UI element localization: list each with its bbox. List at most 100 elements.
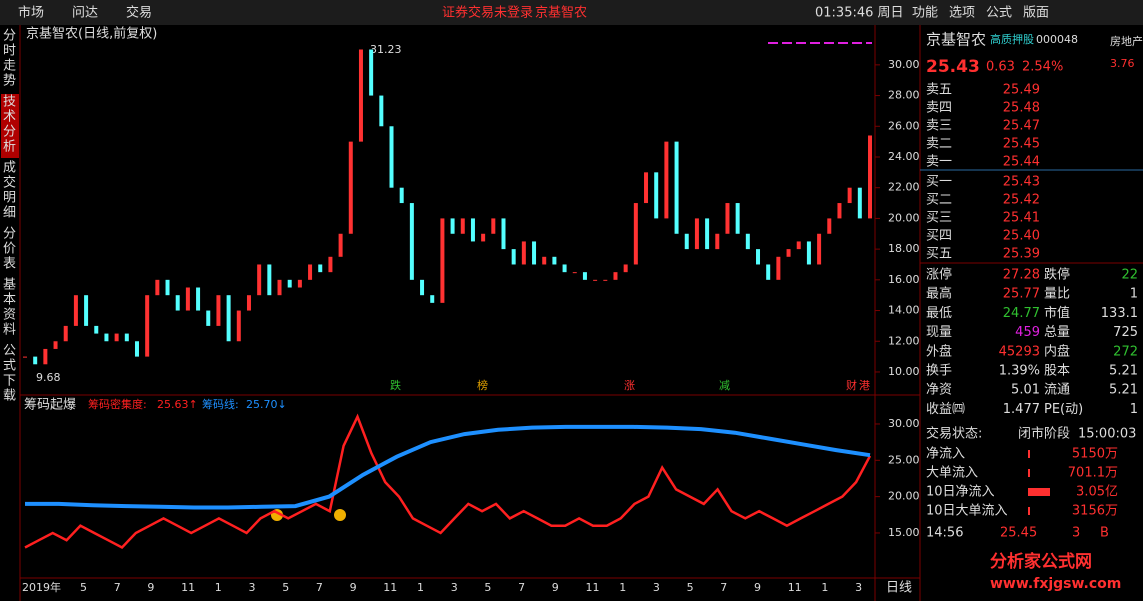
candle bbox=[73, 295, 78, 326]
candle bbox=[603, 279, 608, 281]
book-label: 买四 bbox=[926, 229, 952, 244]
candle bbox=[745, 233, 750, 250]
side-tab[interactable]: 公 bbox=[3, 344, 16, 359]
y-tick-label: 25.00 bbox=[888, 453, 920, 466]
indicator-name: 筹码起爆 bbox=[24, 397, 76, 413]
side-tab[interactable]: 本 bbox=[3, 293, 16, 308]
stock-code: 000048 bbox=[1036, 33, 1078, 46]
event-label: 减 bbox=[719, 379, 730, 392]
book-price: 25.49 bbox=[1003, 83, 1040, 98]
candle bbox=[837, 203, 842, 219]
candle bbox=[155, 279, 160, 296]
candle bbox=[257, 264, 262, 296]
menu-item[interactable]: 公式 bbox=[986, 6, 1012, 21]
menu-item[interactable]: 版面 bbox=[1023, 6, 1049, 21]
side-tab[interactable]: 分 bbox=[3, 227, 16, 242]
y-tick-label: 28.00 bbox=[888, 89, 920, 102]
side-tab[interactable]: 析 bbox=[3, 140, 16, 155]
book-label: 买二 bbox=[926, 193, 952, 208]
stat-label: 现量 bbox=[926, 325, 952, 340]
candle bbox=[776, 256, 781, 280]
x-tick-label: 1 bbox=[821, 581, 828, 594]
stat-value: 459 bbox=[1015, 325, 1040, 340]
menu-item[interactable]: 选项 bbox=[949, 6, 975, 21]
stat-label: PE(动) bbox=[1044, 402, 1083, 417]
side-tab[interactable]: 明 bbox=[3, 191, 16, 206]
candle bbox=[593, 279, 598, 281]
candle bbox=[246, 295, 251, 311]
y-tick-label: 15.00 bbox=[888, 526, 920, 539]
candle bbox=[328, 256, 333, 273]
side-tab[interactable]: 下 bbox=[3, 374, 16, 389]
x-tick-label: 3 bbox=[855, 581, 862, 594]
side-tab[interactable]: 术 bbox=[3, 110, 16, 125]
candle bbox=[175, 295, 180, 311]
side-tab[interactable]: 走 bbox=[3, 59, 16, 74]
y-tick-label: 20.00 bbox=[888, 490, 920, 503]
candle bbox=[379, 95, 384, 127]
menu-item[interactable]: 交易 bbox=[126, 5, 152, 21]
side-tab[interactable]: 势 bbox=[3, 73, 16, 89]
x-tick-label: 7 bbox=[720, 581, 727, 594]
tag: 高质押股 bbox=[990, 32, 1034, 46]
x-tick-label: 11 bbox=[181, 581, 195, 594]
side-tab[interactable]: 价 bbox=[3, 242, 16, 257]
book-label: 买一 bbox=[926, 175, 952, 190]
flow-label: 大单流入 bbox=[926, 466, 978, 481]
stat-value: 5.21 bbox=[1109, 383, 1138, 398]
candle bbox=[694, 218, 699, 250]
candle bbox=[705, 218, 710, 250]
candle bbox=[552, 256, 557, 265]
menu-item[interactable]: 市场 bbox=[18, 5, 44, 21]
side-tab[interactable]: 交 bbox=[3, 175, 16, 191]
candle bbox=[491, 218, 496, 234]
candle bbox=[817, 233, 822, 265]
side-tab[interactable]: 基 bbox=[3, 278, 16, 293]
side-tab[interactable]: 表 bbox=[3, 257, 16, 272]
book-label: 卖四 bbox=[926, 101, 952, 116]
candle bbox=[868, 135, 872, 219]
candle bbox=[786, 249, 791, 257]
book-label: 卖一 bbox=[926, 155, 952, 170]
flow-bar bbox=[1028, 488, 1050, 496]
book-price: 25.47 bbox=[1003, 119, 1040, 134]
x-tick-label: 9 bbox=[350, 581, 357, 594]
tab-active bbox=[1, 94, 19, 158]
side-tab[interactable]: 资 bbox=[3, 308, 16, 323]
side-tab[interactable]: 载 bbox=[3, 389, 16, 404]
candle bbox=[348, 141, 353, 234]
side-tab[interactable]: 分 bbox=[3, 125, 16, 140]
status-label: 交易状态: bbox=[926, 426, 982, 442]
tick-side: B bbox=[1100, 526, 1109, 541]
x-tick-label: 3 bbox=[451, 581, 458, 594]
candle bbox=[206, 310, 211, 326]
menu-item[interactable]: 功能 bbox=[912, 6, 938, 21]
side-tab[interactable]: 式 bbox=[3, 359, 16, 374]
candle bbox=[308, 264, 313, 280]
x-tick-label: 5 bbox=[80, 581, 87, 594]
book-price: 25.48 bbox=[1003, 101, 1040, 116]
y-tick-label: 20.00 bbox=[888, 211, 920, 224]
candle bbox=[236, 310, 241, 342]
candle bbox=[511, 249, 516, 265]
side-tab[interactable]: 技 bbox=[3, 95, 16, 110]
x-tick-label: 5 bbox=[282, 581, 289, 594]
candle bbox=[358, 49, 363, 142]
side-tab[interactable]: 时 bbox=[3, 44, 16, 59]
flow-bar bbox=[1028, 469, 1030, 477]
side-tab[interactable]: 分 bbox=[3, 29, 16, 44]
candle bbox=[124, 333, 129, 342]
book-label: 卖三 bbox=[926, 119, 952, 134]
candle bbox=[43, 348, 48, 365]
x-tick-label: 5 bbox=[484, 581, 491, 594]
side-tab[interactable]: 料 bbox=[3, 323, 16, 338]
candle bbox=[440, 218, 445, 303]
stat-label: 量比 bbox=[1044, 287, 1070, 302]
book-price: 25.39 bbox=[1003, 247, 1040, 262]
menu-item[interactable]: 问达 bbox=[72, 6, 98, 21]
book-price: 25.42 bbox=[1003, 193, 1040, 208]
side-tab[interactable]: 成 bbox=[3, 161, 16, 176]
status-time: 15:00:03 bbox=[1078, 427, 1136, 442]
side-tab[interactable]: 细 bbox=[3, 206, 16, 221]
